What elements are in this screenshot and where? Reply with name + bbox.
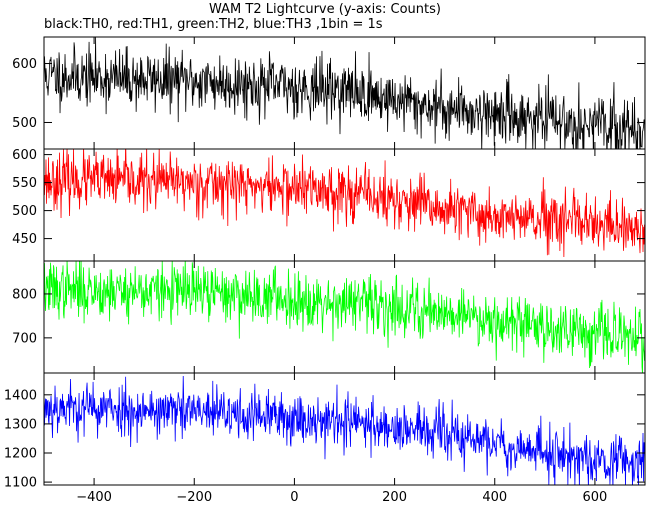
x-tick-label: −200 (176, 490, 212, 505)
panel-TH3: 1100 1200 1300 1400 (4, 372, 646, 491)
y-tick-label-TH3: 1200 (4, 447, 37, 462)
y-tick-label-TH1: 450 (12, 232, 37, 247)
x-axis: −400 −200 0 200 400 600 (76, 490, 607, 505)
panel-TH0: 500 600 (12, 36, 646, 150)
y-tick-label-TH3: 1300 (4, 417, 37, 432)
x-tick-label: 400 (482, 490, 507, 505)
legend-note: black:TH0, red:TH1, green:TH2, blue:TH3 … (44, 17, 383, 32)
panels-group: 500 600 450 500 550 600 700 800 1100 1200 1300 1400 (4, 36, 646, 491)
y-tick-label-TH1: 500 (12, 204, 37, 219)
panel-frame-TH3 (43, 372, 646, 486)
series-line-TH1 (44, 149, 645, 258)
y-tick-label-TH1: 600 (12, 148, 37, 163)
y-tick-label-TH3: 1400 (4, 388, 37, 403)
x-tick-label: −400 (76, 490, 112, 505)
x-tick-label: 200 (382, 490, 407, 505)
x-tick-label: 600 (583, 490, 608, 505)
panel-frame-TH2 (43, 260, 646, 374)
y-tick-label-TH0: 500 (12, 116, 37, 131)
series-line-TH2 (44, 261, 645, 373)
y-tick-label-TH2: 800 (12, 287, 37, 302)
y-tick-label-TH2: 700 (12, 331, 37, 346)
y-tick-label-TH0: 600 (12, 57, 37, 72)
panel-frame-TH0 (43, 36, 646, 150)
panel-TH1: 450 500 550 600 (12, 148, 646, 262)
x-tick-label: 0 (290, 490, 298, 505)
series-line-TH0 (44, 37, 645, 149)
panel-TH2: 700 800 (12, 260, 646, 374)
series-line-TH3 (44, 376, 645, 485)
y-tick-label-TH1: 550 (12, 176, 37, 191)
chart-title: WAM T2 Lightcurve (y-axis: Counts) (209, 2, 441, 17)
y-tick-label-TH3: 1100 (4, 476, 37, 491)
